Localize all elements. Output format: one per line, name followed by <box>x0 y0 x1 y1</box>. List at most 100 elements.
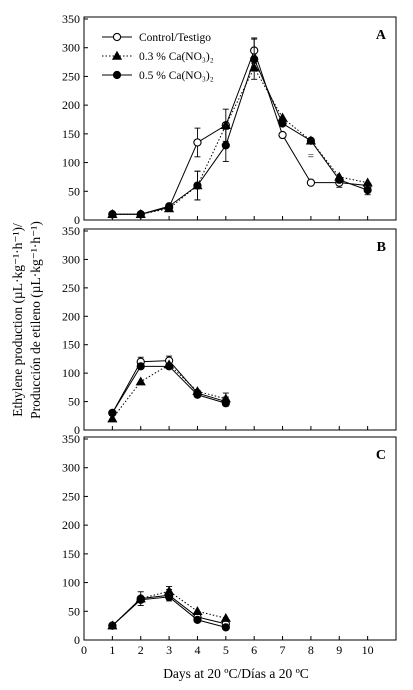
y-tick-label: 150 <box>62 547 80 561</box>
data-point <box>107 413 118 423</box>
data-point <box>136 362 145 371</box>
data-point <box>221 141 230 150</box>
series-3 <box>108 362 230 418</box>
series-line <box>111 365 226 414</box>
data-point <box>108 408 117 418</box>
y-tick-label: 200 <box>62 518 80 532</box>
data-point <box>306 178 316 187</box>
panel-A: 0 50 100 150 200 250 300 350 A = <box>62 12 397 227</box>
series-line <box>112 49 368 215</box>
y-tick-label: 0 <box>74 423 80 437</box>
legend-item-1: Control/Testigo <box>102 32 211 44</box>
y-tick-label: 200 <box>62 98 80 112</box>
panel-frame <box>83 436 397 641</box>
x-tick-label: 1 <box>109 643 115 657</box>
data-point <box>193 181 202 190</box>
legend-label: 0.3 % Ca(NO₃)₂ <box>139 51 214 63</box>
data-point <box>136 595 145 604</box>
panel-B: 0 50 100 150 200 250 300 350 B <box>62 224 397 437</box>
x-tick-label: 9 <box>336 643 342 657</box>
data-point <box>363 186 372 195</box>
series-3 <box>108 592 230 632</box>
data-point <box>192 606 203 615</box>
data-point <box>164 362 174 371</box>
y-tick-label: 0 <box>74 213 80 227</box>
data-point <box>164 202 174 211</box>
data-point <box>335 175 344 184</box>
panel-letter: B <box>377 240 386 255</box>
series-line <box>112 596 226 628</box>
series-line <box>112 57 368 215</box>
x-tick-label: 5 <box>223 643 229 657</box>
data-point <box>135 376 146 386</box>
series-1 <box>108 37 372 219</box>
data-point <box>193 138 202 147</box>
annotation: = <box>308 151 314 163</box>
data-point <box>278 119 287 128</box>
x-tick-label: 8 <box>308 643 314 657</box>
data-point <box>164 592 174 602</box>
legend-item-2: 0.3 % Ca(NO₃)₂ <box>102 50 214 63</box>
y-tick-label: 250 <box>62 489 80 503</box>
x-tick-label: 6 <box>251 643 257 657</box>
series-3 <box>108 38 372 219</box>
legend-marker <box>111 50 123 60</box>
y-tick-label: 200 <box>62 309 80 323</box>
y-tick-label: 250 <box>62 69 80 83</box>
y-tick-label: 150 <box>62 338 80 352</box>
data-point <box>108 621 117 630</box>
legend-label: 0.5 % Ca(NO₃)₂ <box>139 70 214 82</box>
y-tick-label: 0 <box>74 633 80 647</box>
y-tick-label: 300 <box>62 41 80 55</box>
data-point <box>220 120 231 129</box>
data-point <box>136 210 145 219</box>
y-tick-label: 50 <box>68 395 80 409</box>
data-point <box>306 136 316 145</box>
panel-frame <box>83 16 397 221</box>
chart-panels: 050100150200250300350A=05010015020025030… <box>62 12 397 657</box>
legend-marker <box>112 70 122 80</box>
panel-letter: C <box>376 448 386 463</box>
series-line <box>112 66 368 215</box>
data-point <box>193 615 202 625</box>
data-point <box>221 399 230 408</box>
data-point <box>221 623 230 632</box>
y-tick-label: 350 <box>62 224 80 238</box>
x-tick-label: 0 <box>81 643 87 657</box>
y-tick-label: 300 <box>62 252 80 266</box>
data-point <box>250 55 259 64</box>
series-line <box>112 590 226 627</box>
y-tick-label: 350 <box>62 12 80 26</box>
y-tick-label: 100 <box>62 156 80 170</box>
x-tick-label: 10 <box>362 643 374 657</box>
y-tick-label: 150 <box>62 127 80 141</box>
panel-letter: A <box>376 28 387 43</box>
y-axis-label-line2: Producción de etileno (µL·kg⁻¹·h⁻¹) <box>28 221 43 419</box>
y-axis-label-line1: Ethylene production (µL·kg⁻¹·h⁻¹)/ <box>10 223 25 417</box>
y-tick-label: 50 <box>68 604 80 618</box>
x-tick-label: 3 <box>166 643 172 657</box>
y-tick-label: 100 <box>62 576 80 590</box>
data-point <box>362 177 373 187</box>
legend-item-3: 0.5 % Ca(NO₃)₂ <box>102 70 214 82</box>
data-point <box>108 210 117 219</box>
x-tick-label: 7 <box>280 643 286 657</box>
x-tick-label: 4 <box>194 643 200 657</box>
data-point <box>193 390 202 399</box>
legend-marker <box>112 32 122 42</box>
legend-label: Control/Testigo <box>139 32 211 44</box>
panel-frame <box>83 228 397 431</box>
x-tick-label: 2 <box>138 643 144 657</box>
x-axis-label: Days at 20 ºC/Días a 20 ºC <box>163 666 309 681</box>
y-tick-label: 300 <box>62 461 80 475</box>
series-line <box>111 363 226 419</box>
panel-C: 0 50 100 150 200 250 300 350 0 1 2 3 4 5 6 7 8 9 10 C <box>62 432 397 657</box>
data-point <box>220 612 231 622</box>
y-tick-label: 50 <box>68 184 80 198</box>
y-tick-label: 100 <box>62 366 80 380</box>
data-point <box>278 130 287 140</box>
legend: Control/Testigo 0.3 % Ca(NO₃)₂ 0.5 % Ca(NO… <box>102 32 214 82</box>
y-tick-label: 350 <box>62 432 80 446</box>
y-tick-label: 250 <box>62 281 80 295</box>
